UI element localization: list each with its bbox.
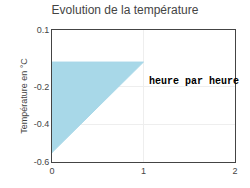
svg-text:1: 1 xyxy=(141,166,146,176)
svg-text:0: 0 xyxy=(49,166,54,176)
svg-text:0.1: 0.1 xyxy=(37,25,50,35)
svg-text:Température en °C: Température en °C xyxy=(19,58,29,134)
svg-text:-0.4: -0.4 xyxy=(34,119,50,129)
svg-text:heure par heure: heure par heure xyxy=(149,76,239,87)
svg-text:2: 2 xyxy=(232,166,237,176)
svg-text:-0.6: -0.6 xyxy=(34,157,50,167)
svg-text:-0.2: -0.2 xyxy=(34,82,50,92)
svg-text:Evolution de la température: Evolution de la température xyxy=(52,3,199,17)
